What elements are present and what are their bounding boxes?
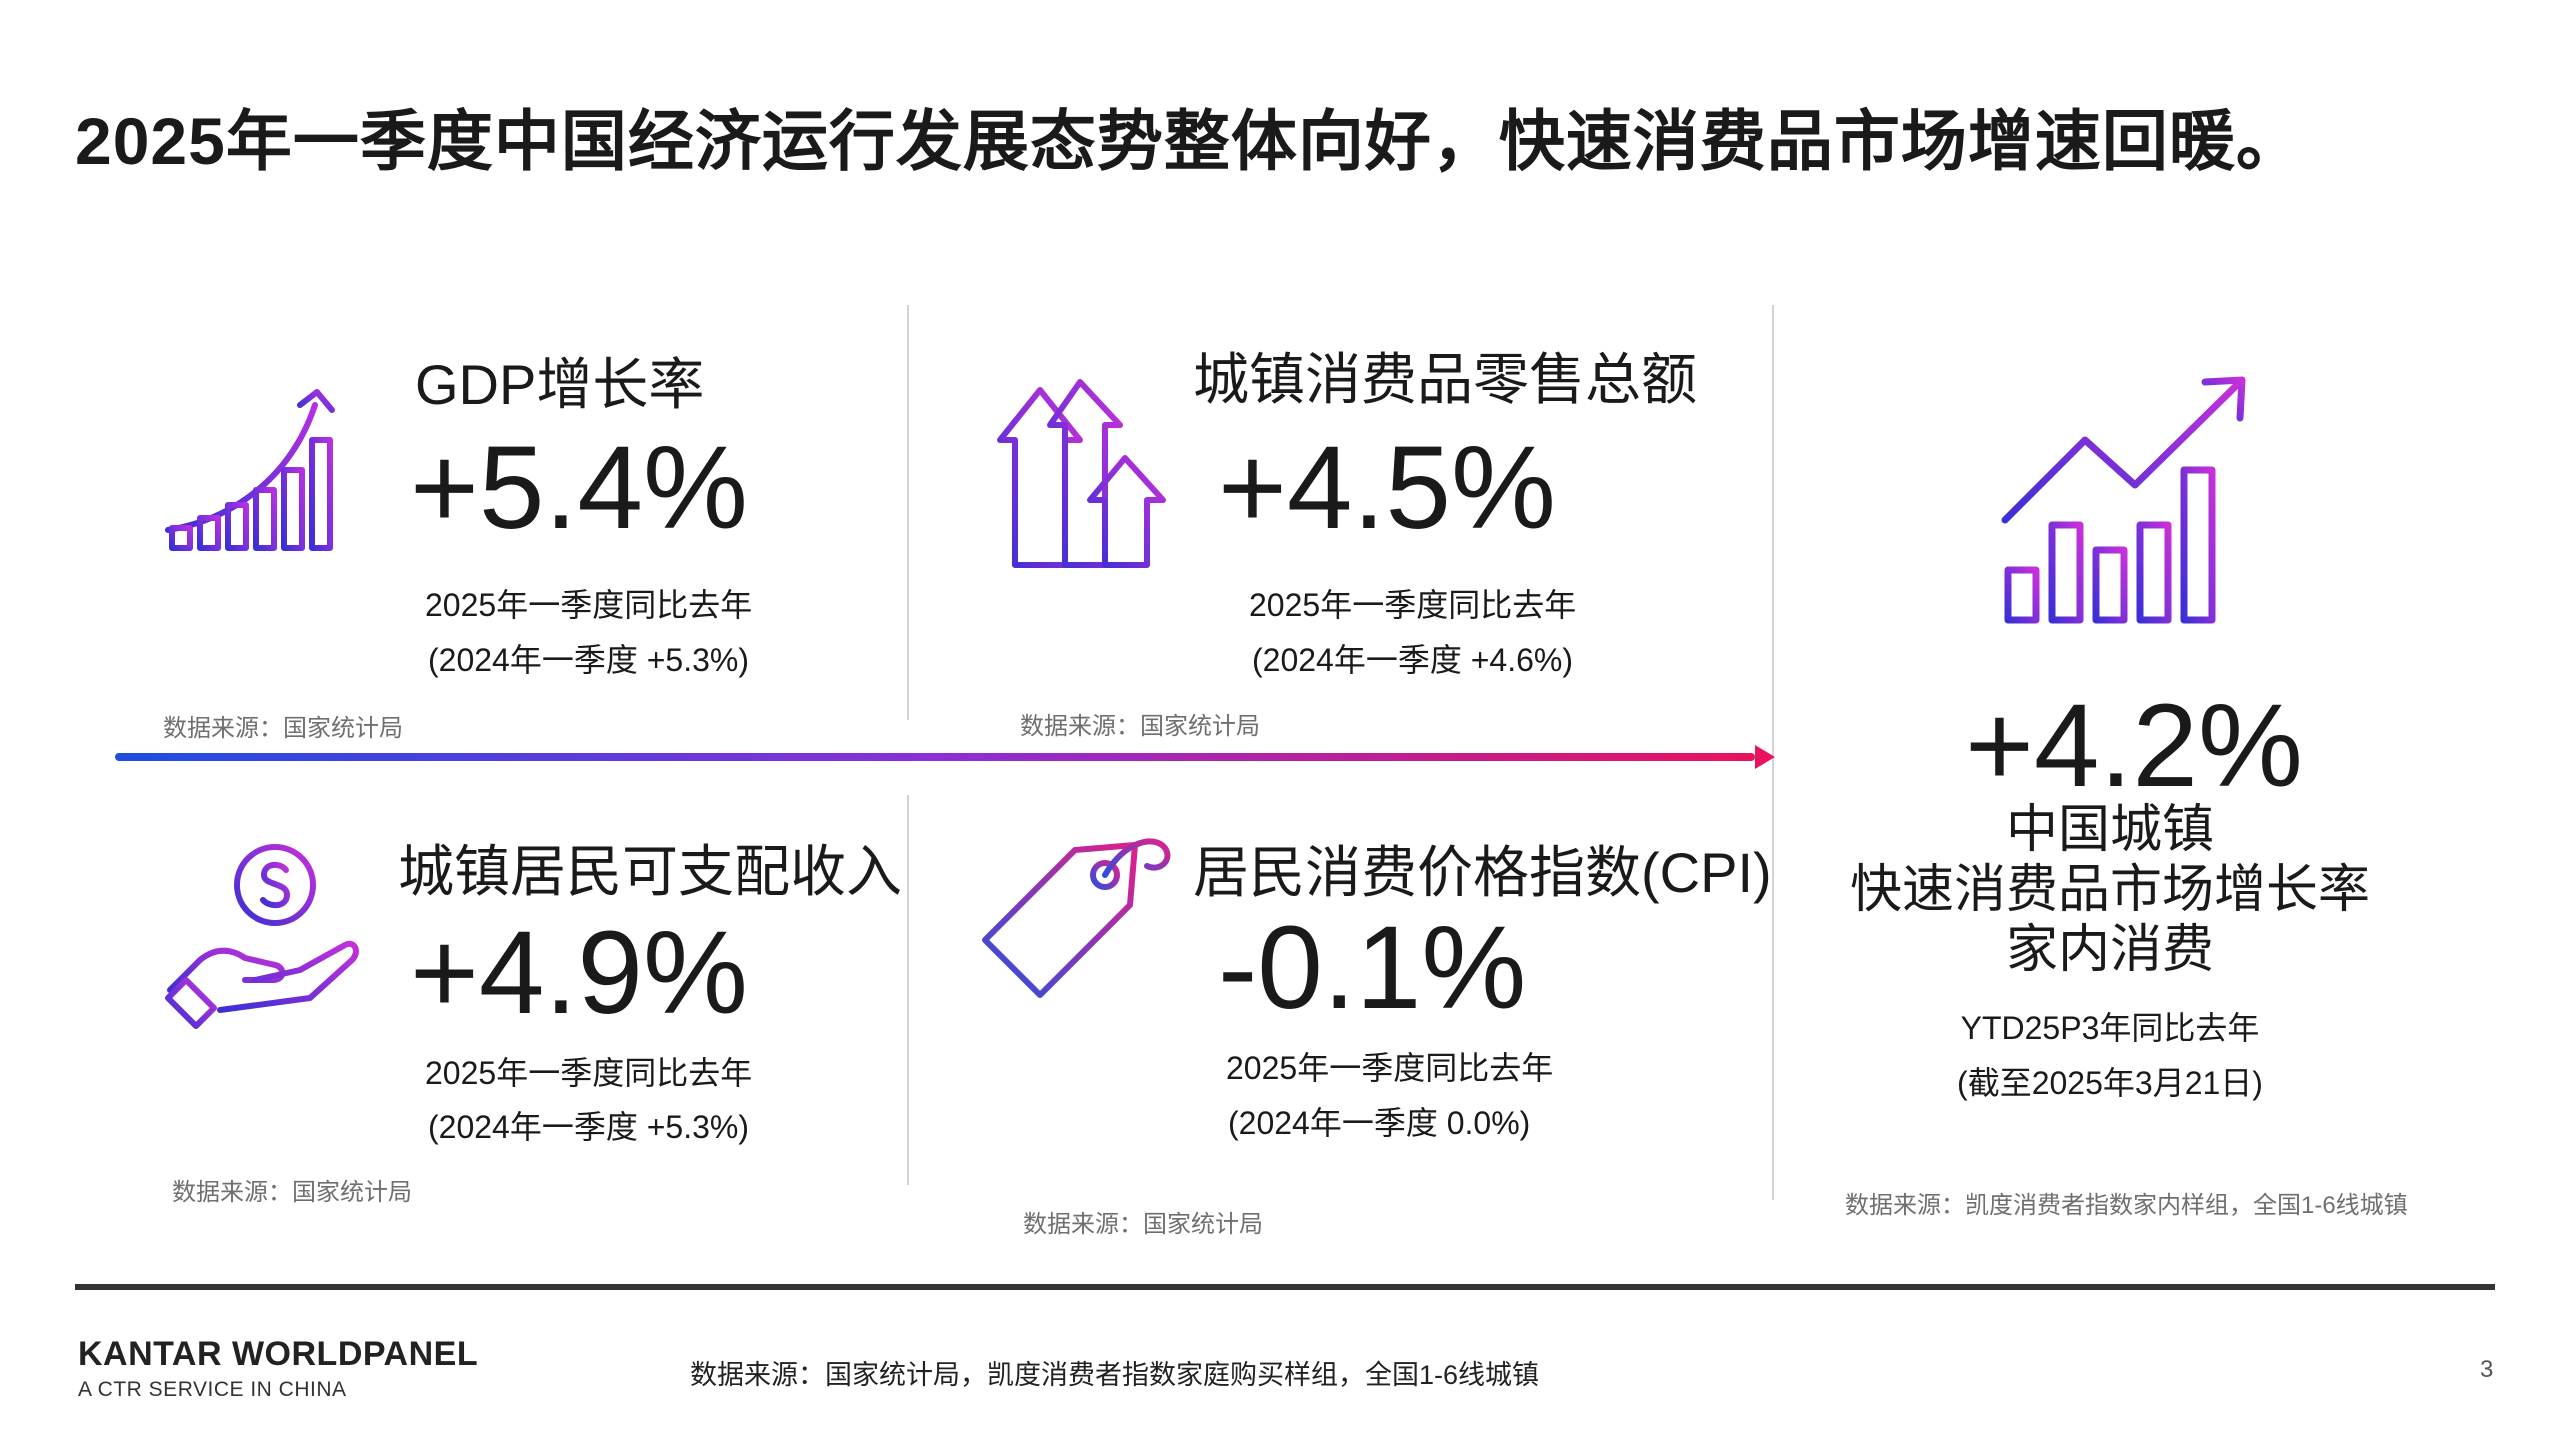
gradient-arrow — [115, 745, 1775, 774]
fmcg-source: 数据来源：凯度消费者指数家内样组，全国1-6线城镇 — [1845, 1192, 2408, 1219]
price-tag-icon — [975, 830, 1175, 1010]
retail-label: 城镇消费品零售总额 — [1193, 348, 1697, 411]
gdp-source: 数据来源：国家统计局 — [163, 715, 403, 742]
divider-bottom-middle — [907, 795, 909, 1185]
cpi-label: 居民消费价格指数(CPI) — [1193, 841, 1772, 904]
gdp-label: GDP增长率 — [415, 353, 705, 416]
divider-top-middle — [907, 305, 909, 720]
income-previous: (2024年一季度 +5.3%) — [428, 1109, 750, 1145]
income-label: 城镇居民可支配收入 — [398, 840, 902, 903]
fmcg-label: 中国城镇 快速消费品市场增长率 家内消费 — [1810, 800, 2410, 980]
footer-source: 数据来源：国家统计局，凯度消费者指数家庭购买样组，全国1-6线城镇 — [690, 1360, 1540, 1390]
income-value: +4.9% — [410, 907, 748, 1039]
page-number: 3 — [2480, 1356, 2494, 1383]
bar-trend-icon — [1990, 370, 2260, 630]
cpi-value: -0.1% — [1218, 902, 1527, 1034]
brand-subtitle: A CTR SERVICE IN CHINA — [78, 1378, 347, 1401]
footer-rule — [75, 1284, 2495, 1290]
cpi-source: 数据来源：国家统计局 — [1023, 1211, 1263, 1238]
gdp-period: 2025年一季度同比去年 — [425, 587, 753, 623]
cpi-previous: (2024年一季度 0.0%) — [1228, 1105, 1531, 1141]
gdp-value: +5.4% — [410, 422, 748, 554]
fmcg-previous: (截至2025年3月21日) — [1957, 1065, 2263, 1101]
retail-value: +4.5% — [1218, 422, 1556, 554]
income-source: 数据来源：国家统计局 — [172, 1179, 412, 1206]
retail-source: 数据来源：国家统计局 — [1020, 713, 1260, 740]
divider-right — [1772, 305, 1774, 1200]
fmcg-period: YTD25P3年同比去年 — [1960, 1010, 2260, 1046]
gdp-previous: (2024年一季度 +5.3%) — [428, 642, 750, 678]
hand-coin-icon — [160, 830, 360, 1040]
growth-chart-icon — [150, 380, 350, 580]
page-title: 2025年一季度中国经济运行发展态势整体向好，快速消费品市场增速回暖。 — [75, 104, 2303, 178]
fmcg-label-line3: 家内消费 — [2005, 921, 2214, 979]
cpi-period: 2025年一季度同比去年 — [1226, 1050, 1554, 1086]
brand-logo: KANTAR WORLDPANEL — [78, 1335, 479, 1373]
fmcg-label-line1: 中国城镇 — [2005, 801, 2214, 859]
up-arrows-icon — [995, 370, 1175, 580]
retail-previous: (2024年一季度 +4.6%) — [1252, 642, 1574, 678]
fmcg-value: +4.2% — [1965, 680, 2303, 812]
fmcg-label-line2: 快速消费品市场增长率 — [1849, 861, 2370, 919]
income-period: 2025年一季度同比去年 — [425, 1055, 753, 1091]
retail-period: 2025年一季度同比去年 — [1249, 587, 1577, 623]
